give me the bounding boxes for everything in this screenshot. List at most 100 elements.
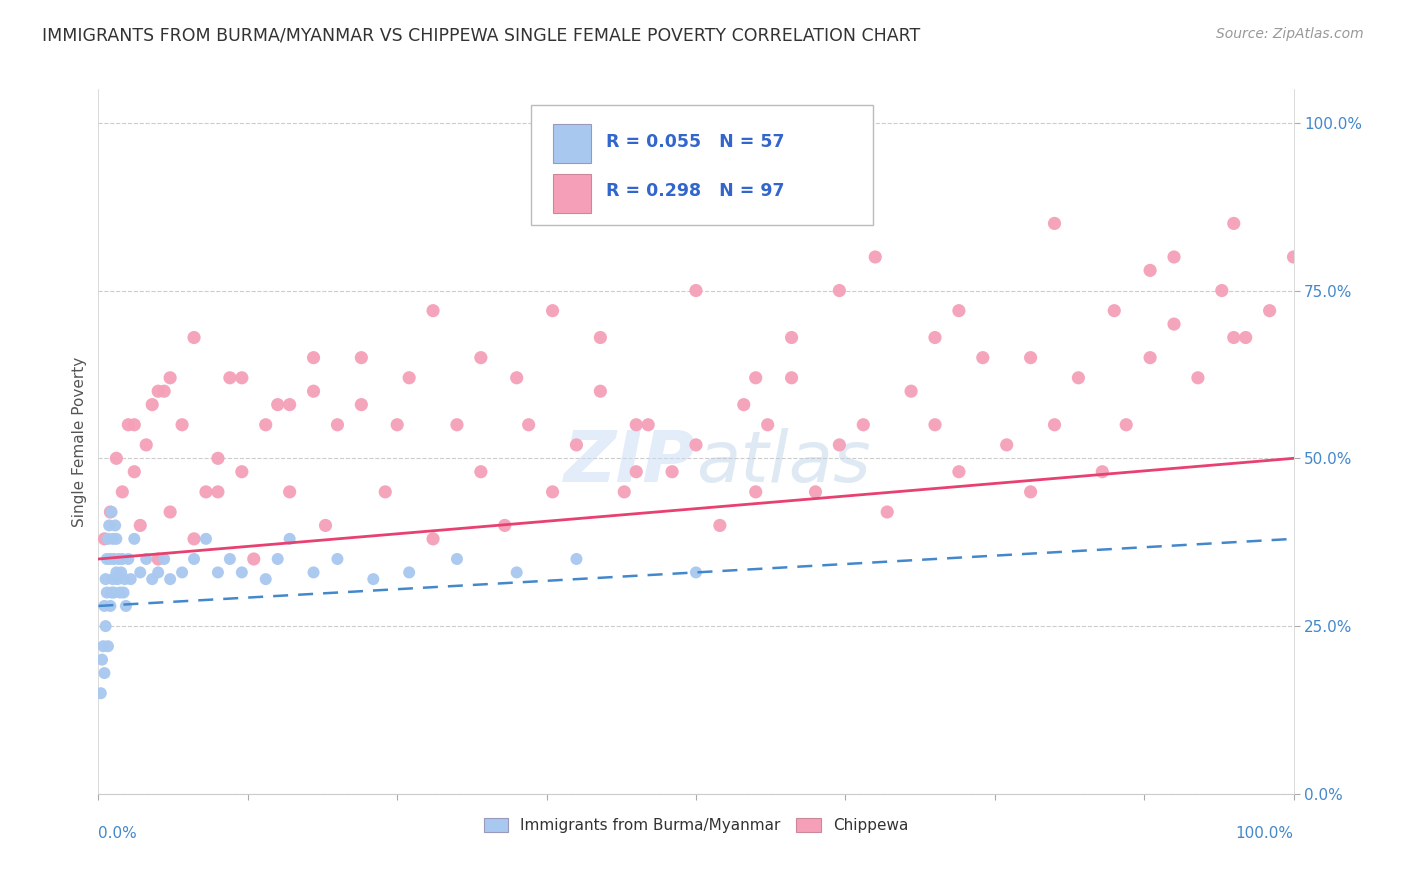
Point bbox=[207, 451, 229, 466]
Point bbox=[183, 552, 205, 566]
Point bbox=[231, 371, 253, 385]
Point bbox=[1139, 263, 1161, 277]
Point bbox=[117, 417, 139, 432]
Y-axis label: Single Female Poverty: Single Female Poverty bbox=[72, 357, 87, 526]
Point bbox=[101, 572, 124, 586]
Point bbox=[637, 417, 659, 432]
Point bbox=[183, 330, 205, 344]
Point bbox=[278, 532, 301, 546]
Point bbox=[243, 552, 266, 566]
Point bbox=[865, 250, 887, 264]
Point bbox=[153, 384, 176, 399]
Point bbox=[135, 552, 157, 566]
Point bbox=[924, 417, 946, 432]
Point bbox=[91, 653, 114, 667]
Point bbox=[107, 552, 129, 566]
Point bbox=[98, 552, 122, 566]
Point bbox=[172, 417, 194, 432]
Point bbox=[97, 532, 120, 546]
Point bbox=[1223, 216, 1246, 230]
Point bbox=[129, 518, 152, 533]
Point bbox=[254, 572, 277, 586]
Text: R = 0.055   N = 57: R = 0.055 N = 57 bbox=[606, 133, 785, 151]
Legend: Immigrants from Burma/Myanmar, Chippewa: Immigrants from Burma/Myanmar, Chippewa bbox=[478, 812, 914, 839]
Point bbox=[117, 552, 139, 566]
Point bbox=[756, 417, 779, 432]
Point bbox=[1234, 330, 1257, 344]
Point bbox=[350, 351, 373, 365]
Point bbox=[115, 599, 138, 613]
Point bbox=[97, 639, 120, 653]
Point bbox=[103, 585, 125, 599]
Point bbox=[107, 572, 129, 586]
Point bbox=[446, 417, 468, 432]
Point bbox=[101, 532, 124, 546]
Point bbox=[111, 484, 134, 499]
Point bbox=[589, 330, 612, 344]
Text: R = 0.298   N = 97: R = 0.298 N = 97 bbox=[606, 182, 785, 201]
Point bbox=[804, 484, 827, 499]
Point bbox=[93, 599, 115, 613]
Point bbox=[172, 566, 194, 580]
Point bbox=[254, 417, 277, 432]
Point bbox=[1043, 417, 1066, 432]
Text: IMMIGRANTS FROM BURMA/MYANMAR VS CHIPPEWA SINGLE FEMALE POVERTY CORRELATION CHAR: IMMIGRANTS FROM BURMA/MYANMAR VS CHIPPEW… bbox=[42, 27, 921, 45]
Point bbox=[159, 371, 181, 385]
Point bbox=[1187, 371, 1209, 385]
Point bbox=[1282, 250, 1305, 264]
Point bbox=[124, 465, 146, 479]
Point bbox=[972, 351, 994, 365]
Point bbox=[948, 303, 970, 318]
Point bbox=[733, 398, 755, 412]
Point bbox=[108, 585, 131, 599]
Point bbox=[141, 572, 163, 586]
Point bbox=[422, 532, 444, 546]
Point bbox=[541, 484, 564, 499]
Point bbox=[1091, 465, 1114, 479]
Point bbox=[506, 371, 529, 385]
Point bbox=[494, 518, 516, 533]
Point bbox=[98, 518, 121, 533]
Point bbox=[685, 284, 707, 298]
Point bbox=[948, 465, 970, 479]
Point bbox=[278, 398, 301, 412]
Point bbox=[995, 438, 1018, 452]
Point bbox=[207, 566, 229, 580]
Point bbox=[626, 465, 648, 479]
Point bbox=[589, 384, 612, 399]
Point bbox=[195, 532, 218, 546]
Point bbox=[685, 566, 707, 580]
Point bbox=[302, 351, 325, 365]
Point bbox=[565, 438, 588, 452]
Point bbox=[90, 686, 112, 700]
Point bbox=[852, 417, 875, 432]
Text: 0.0%: 0.0% bbox=[98, 826, 138, 840]
Point bbox=[231, 566, 253, 580]
Point bbox=[98, 599, 122, 613]
Bar bbox=[553, 174, 591, 212]
Point bbox=[1139, 351, 1161, 365]
Text: ZIP: ZIP bbox=[564, 428, 696, 497]
Point bbox=[398, 566, 420, 580]
Point bbox=[876, 505, 898, 519]
FancyBboxPatch shape bbox=[531, 104, 873, 225]
Point bbox=[302, 384, 325, 399]
Point bbox=[105, 451, 128, 466]
Point bbox=[103, 552, 125, 566]
Point bbox=[267, 398, 290, 412]
Point bbox=[104, 518, 127, 533]
Point bbox=[626, 417, 648, 432]
Point bbox=[278, 484, 301, 499]
Point bbox=[135, 438, 157, 452]
Point bbox=[94, 619, 117, 633]
Point bbox=[183, 532, 205, 546]
Point bbox=[219, 552, 242, 566]
Point bbox=[613, 484, 636, 499]
Point bbox=[446, 552, 468, 566]
Point bbox=[148, 552, 170, 566]
Point bbox=[363, 572, 385, 586]
Point bbox=[745, 484, 768, 499]
Point bbox=[900, 384, 922, 399]
Point bbox=[326, 552, 349, 566]
Point bbox=[470, 351, 492, 365]
